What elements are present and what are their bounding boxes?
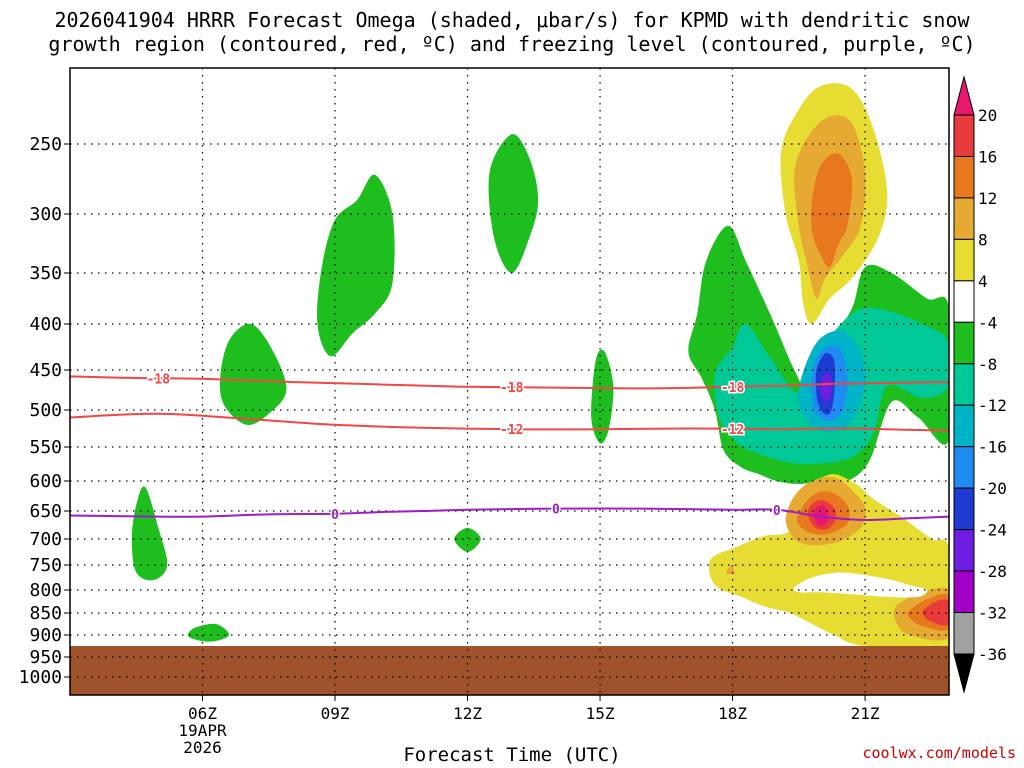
dgz-minus12-label-0: -12 — [500, 423, 523, 438]
omega-region--8-3 — [316, 174, 395, 357]
colorbar-label-10: -24 — [978, 521, 1007, 540]
x-tick-sublabel-1: 2026 — [183, 738, 222, 757]
y-tick-label-1000: 1000 — [19, 667, 62, 688]
ground-fill — [70, 646, 949, 695]
colorbar: 20 16 12 8 4 -4 -8 -12 -16 -20 -24 -28 -32 -36 — [953, 75, 1007, 694]
omega-region-20-20 — [813, 504, 829, 526]
omega-region--8-6 — [591, 349, 614, 444]
omega-regions — [131, 83, 949, 654]
colorbar-band-10 — [953, 487, 975, 531]
colorbar-band-3 — [953, 197, 975, 240]
dgz-minus18-label-1: -18 — [500, 381, 524, 396]
omega-region--4-26 — [793, 572, 928, 598]
colorbar-bottom-triangle — [953, 653, 975, 694]
x-tick-sublabel-0: 19APR — [178, 721, 227, 740]
plot-frame — [69, 67, 950, 696]
y-tick-label-300: 300 — [29, 204, 62, 225]
x-tick-label-06Z: 06Z — [188, 704, 217, 723]
omega-region--8-2 — [219, 323, 287, 425]
x-tick-label-09Z: 09Z — [321, 704, 350, 723]
y-tick-label-650: 650 — [29, 501, 62, 522]
colorbar-band-6 — [953, 321, 975, 365]
colorbar-band-9 — [953, 446, 975, 489]
colorbar-label-2: 12 — [978, 189, 997, 208]
dgz-minus12-label-1: -12 — [721, 423, 744, 438]
x-tick-label-12Z: 12Z — [453, 704, 482, 723]
dgz-minus18-line — [69, 375, 950, 390]
colorbar-band-2 — [953, 155, 975, 199]
omega-region--28-12 — [819, 373, 833, 403]
omega-region-12-15 — [810, 153, 853, 268]
y-tick-label-450: 450 — [29, 360, 62, 381]
colorbar-band-4 — [953, 238, 975, 282]
dgz-minus18-label-2: -18 — [721, 381, 745, 396]
colorbar-label-5: -4 — [978, 313, 997, 332]
freezing-level-label-0: 0 — [331, 508, 339, 523]
freezing-level-label-1: 0 — [552, 503, 560, 518]
freezing-level-line — [69, 507, 950, 522]
chart-title-line-1: 2026041904 HRRR Forecast Omega (shaded, … — [54, 8, 970, 32]
credit-link[interactable]: coolwx.com/models — [862, 744, 1016, 762]
x-axis-label: Forecast Time (UTC) — [403, 744, 621, 766]
colorbar-band-13 — [953, 612, 975, 655]
colorbar-label-9: -20 — [978, 479, 1007, 498]
y-tick-label-400: 400 — [29, 314, 62, 335]
colorbar-band-12 — [953, 570, 975, 614]
colorbar-band-11 — [953, 529, 975, 572]
colorbar-label-8: -16 — [978, 438, 1007, 457]
colorbar-band-7 — [953, 363, 975, 406]
x-tick-label-21Z: 21Z — [851, 704, 880, 723]
colorbar-label-0: 20 — [978, 106, 997, 125]
omega-region--8-1 — [188, 623, 230, 642]
y-tick-label-950: 950 — [29, 647, 62, 668]
colorbar-band-1 — [953, 114, 975, 157]
x-tick-label-15Z: 15Z — [586, 704, 615, 723]
y-tick-label-750: 750 — [29, 555, 62, 576]
dgz-minus12-line — [69, 412, 950, 432]
freezing-level-label-2: 0 — [773, 504, 781, 519]
colorbar-label-3: 8 — [978, 230, 988, 249]
omega-region-16-25 — [922, 599, 949, 626]
colorbar-band-8 — [953, 404, 975, 448]
y-tick-label-700: 700 — [29, 529, 62, 550]
y-tick-label-850: 850 — [29, 603, 62, 624]
dgz-minus18-label-0: -18 — [147, 372, 171, 387]
y-tick-label-900: 900 — [29, 625, 62, 646]
y-tick-label-250: 250 — [29, 134, 62, 155]
y-tick-label-350: 350 — [29, 263, 62, 284]
colorbar-label-6: -8 — [978, 355, 997, 374]
colorbar-label-1: 16 — [978, 147, 997, 166]
y-axis: 2503003504004505005506006507007508008509… — [19, 134, 70, 688]
x-tick-label-18Z: 18Z — [718, 704, 747, 723]
colorbar-label-11: -28 — [978, 562, 1007, 581]
chart-title-line-2: growth region (contoured, red, ºC) and f… — [48, 32, 976, 56]
colorbar-label-4: 4 — [978, 272, 988, 291]
colorbar-label-12: -32 — [978, 604, 1007, 623]
colorbar-label-7: -12 — [978, 396, 1007, 415]
contour-lines: -18 -18 -18 -12 -12 0 0 0 — [69, 371, 950, 524]
colorbar-band-5 — [953, 280, 975, 323]
y-tick-label-800: 800 — [29, 580, 62, 601]
colorbar-top-triangle — [953, 75, 975, 116]
y-tick-label-500: 500 — [29, 400, 62, 421]
y-tick-label-550: 550 — [29, 437, 62, 458]
omega-region--8-4 — [488, 134, 539, 273]
omega-region--8-0 — [131, 486, 168, 581]
y-tick-label-600: 600 — [29, 471, 62, 492]
colorbar-label-13: -36 — [978, 645, 1007, 664]
omega-region--8-5 — [454, 527, 481, 552]
